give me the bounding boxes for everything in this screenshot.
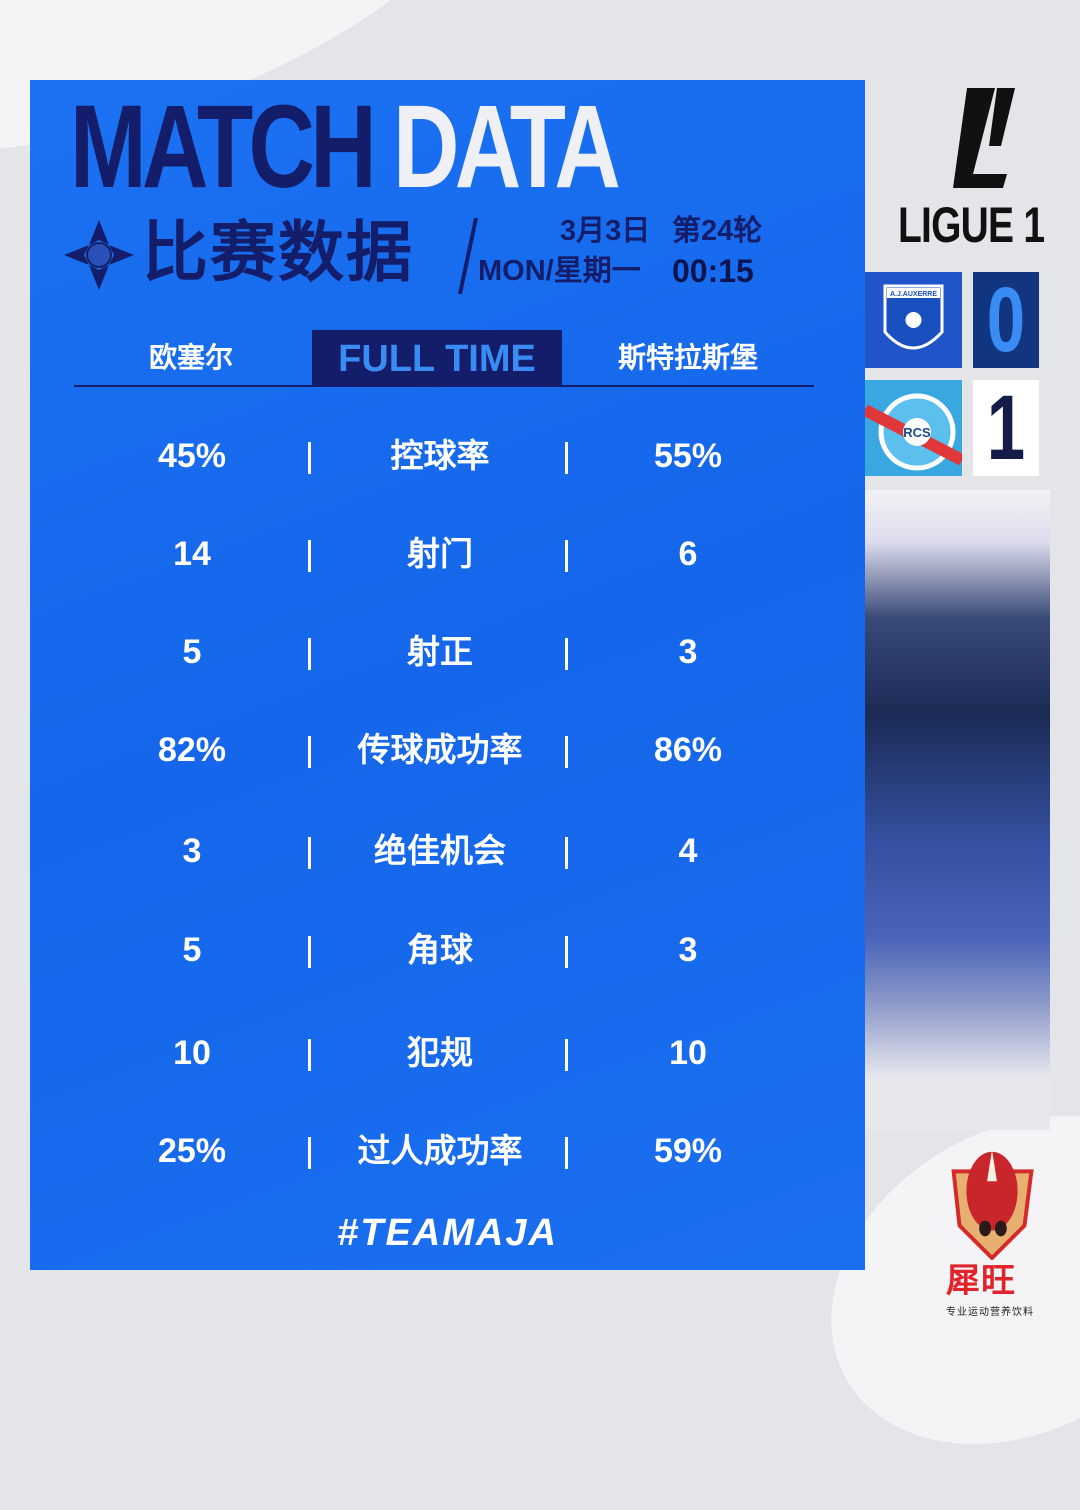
away-stat-value: 3 (678, 633, 698, 671)
stat-label: 过人成功率 (357, 1132, 523, 1169)
separator (308, 936, 311, 968)
separator (308, 1039, 311, 1071)
home-team-name: 欧塞尔 (148, 342, 233, 373)
stat-row: 5 射正 3 (30, 622, 865, 682)
stadium-photo (865, 490, 1050, 1130)
svg-text:A.J.AUXERRE: A.J.AUXERRE (890, 291, 937, 298)
away-stat-value: 86% (653, 731, 723, 769)
sponsor-name: 犀旺 (946, 1262, 1016, 1300)
stat-row: 3 绝佳机会 4 (30, 821, 865, 881)
away-stat-value: 3 (678, 931, 698, 969)
divider (457, 218, 479, 294)
separator (308, 736, 311, 768)
match-day: MON/星期一 (478, 255, 641, 287)
match-round: 第24轮 (672, 215, 763, 247)
separator (308, 638, 311, 670)
home-stat-value: 25% (157, 1132, 227, 1170)
separator (565, 837, 568, 869)
home-stat-value: 45% (157, 437, 227, 475)
home-stat-value: 3 (182, 832, 202, 870)
stat-label: 控球率 (390, 437, 490, 474)
stat-label: 传球成功率 (357, 731, 523, 768)
separator (308, 442, 311, 474)
away-stat-value: 4 (678, 832, 698, 870)
sponsor-rhino-logo (951, 1149, 1034, 1260)
separator (565, 540, 568, 572)
away-score: 1 (973, 380, 1039, 476)
auxerre-logo: A.J.AUXERRE (865, 272, 962, 368)
stat-row: 45% 控球率 55% (30, 426, 865, 486)
separator (565, 442, 568, 474)
separator (565, 936, 568, 968)
sponsor-tagline: 专业运动营养饮料 (946, 1307, 1034, 1318)
stat-label: 犯规 (407, 1034, 473, 1071)
separator (308, 837, 311, 869)
match-time: 00:15 (672, 253, 754, 289)
separator (565, 638, 568, 670)
separator (308, 540, 311, 572)
separator (308, 1137, 311, 1169)
home-score-box: A.J.AUXERRE 0 (865, 272, 1050, 368)
away-stat-value: 59% (653, 1132, 723, 1170)
stat-label: 射门 (407, 535, 473, 572)
home-stat-value: 5 (182, 931, 202, 969)
away-stat-value: 6 (678, 535, 698, 573)
svg-text:RCS: RCS (903, 425, 931, 440)
home-stat-value: 10 (173, 1034, 211, 1072)
page-title: MATCH DATA (70, 81, 621, 213)
away-team-name: 斯特拉斯堡 (617, 342, 758, 373)
status-badge: FULL TIME (312, 330, 562, 386)
stat-row: 10 犯规 10 (30, 1023, 865, 1083)
home-score: 0 (973, 272, 1039, 368)
match-data-panel: MATCH DATA 比赛数据 3月3日 第24轮 MON/星期一 00:15 … (30, 80, 865, 1270)
hashtag: #TEAMAJA (337, 1212, 558, 1254)
auxerre-cross-icon (64, 220, 134, 290)
home-stat-value: 5 (182, 633, 202, 671)
home-stat-value: 14 (173, 535, 211, 573)
league-name: LIGUE 1 (898, 197, 1045, 253)
stat-label: 射正 (407, 633, 473, 670)
separator (565, 1137, 568, 1169)
ligue1-logo (953, 88, 1015, 188)
strasbourg-logo: RCS (862, 380, 965, 476)
stat-row: 5 角球 3 (30, 920, 865, 980)
subtitle: 比赛数据 (142, 215, 414, 289)
stat-label: 角球 (407, 931, 473, 968)
separator (565, 1039, 568, 1071)
stat-row: 25% 过人成功率 59% (30, 1121, 865, 1181)
stat-row: 14 射门 6 (30, 524, 865, 584)
away-score-box: RCS 1 (862, 380, 1050, 476)
away-stat-value: 55% (653, 437, 723, 475)
stat-row: 82% 传球成功率 86% (30, 720, 865, 780)
match-date: 3月3日 (560, 215, 651, 247)
away-stat-value: 10 (669, 1034, 707, 1072)
separator (565, 736, 568, 768)
header-divider (74, 385, 814, 387)
stat-label: 绝佳机会 (374, 832, 506, 869)
home-stat-value: 82% (157, 731, 227, 769)
